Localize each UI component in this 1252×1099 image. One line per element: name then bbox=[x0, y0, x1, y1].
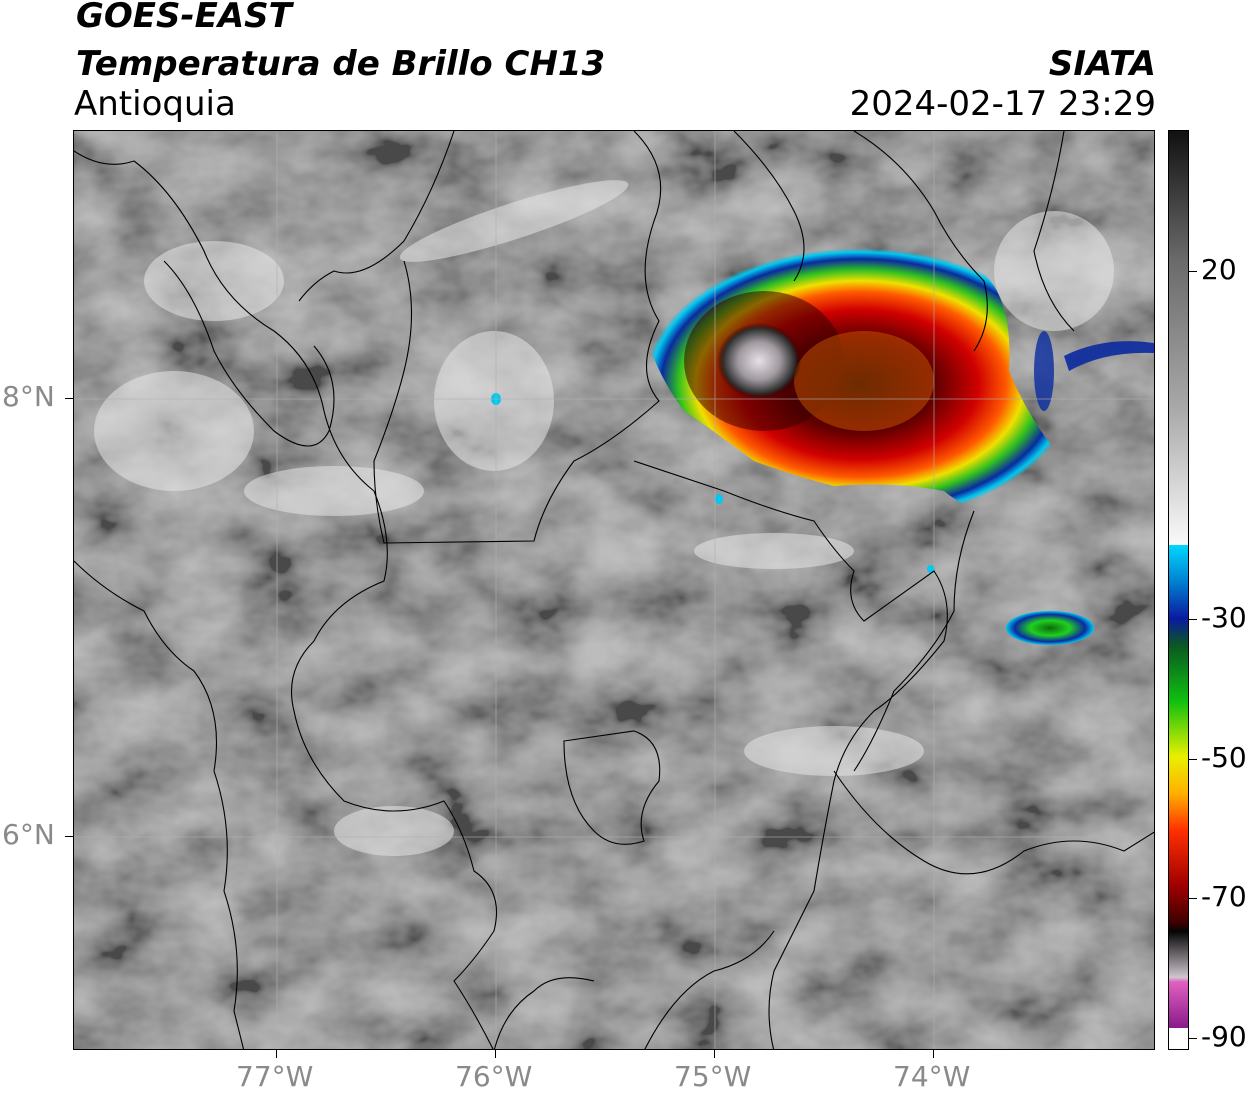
colorbar-tick bbox=[1189, 759, 1197, 760]
gridlines bbox=[74, 131, 1154, 1049]
x-tick-mark bbox=[933, 1050, 934, 1058]
x-tick-mark bbox=[714, 1050, 715, 1058]
colorbar-gradient bbox=[1169, 131, 1188, 1049]
agency-label: SIATA bbox=[1048, 44, 1156, 84]
product-title: Temperatura de Brillo CH13 bbox=[76, 44, 606, 84]
colorbar-tick bbox=[1189, 619, 1197, 620]
colorbar-label: -70 bbox=[1201, 880, 1247, 913]
colorbar-tick bbox=[1189, 1038, 1197, 1039]
colorbar-label: -90 bbox=[1201, 1020, 1247, 1053]
x-tick-mark bbox=[495, 1050, 496, 1058]
lon-tick-label: 74°W bbox=[893, 1060, 971, 1093]
lon-tick-label: 77°W bbox=[236, 1060, 314, 1093]
colorbar bbox=[1168, 130, 1189, 1050]
x-tick-mark bbox=[276, 1050, 277, 1058]
region-label: Antioquia bbox=[74, 84, 236, 124]
colorbar-tick bbox=[1189, 271, 1197, 272]
y-tick-mark bbox=[65, 398, 73, 399]
lon-tick-label: 76°W bbox=[455, 1060, 533, 1093]
bright-clouds bbox=[94, 180, 1114, 856]
lat-tick-label: 6°N bbox=[2, 818, 55, 851]
colorbar-tick bbox=[1189, 898, 1197, 899]
boundaries bbox=[74, 131, 1154, 1049]
satellite-title: GOES-EAST bbox=[76, 0, 292, 36]
datetime-label: 2024-02-17 23:29 bbox=[849, 84, 1156, 124]
colorbar-label: -30 bbox=[1201, 601, 1247, 634]
satellite-map bbox=[73, 130, 1155, 1050]
storm-cell bbox=[491, 248, 1154, 645]
y-tick-mark bbox=[65, 836, 73, 837]
colorbar-label: 20 bbox=[1201, 253, 1237, 286]
lon-tick-label: 75°W bbox=[674, 1060, 752, 1093]
lat-tick-label: 8°N bbox=[2, 380, 55, 413]
colorbar-label: -50 bbox=[1201, 741, 1247, 774]
